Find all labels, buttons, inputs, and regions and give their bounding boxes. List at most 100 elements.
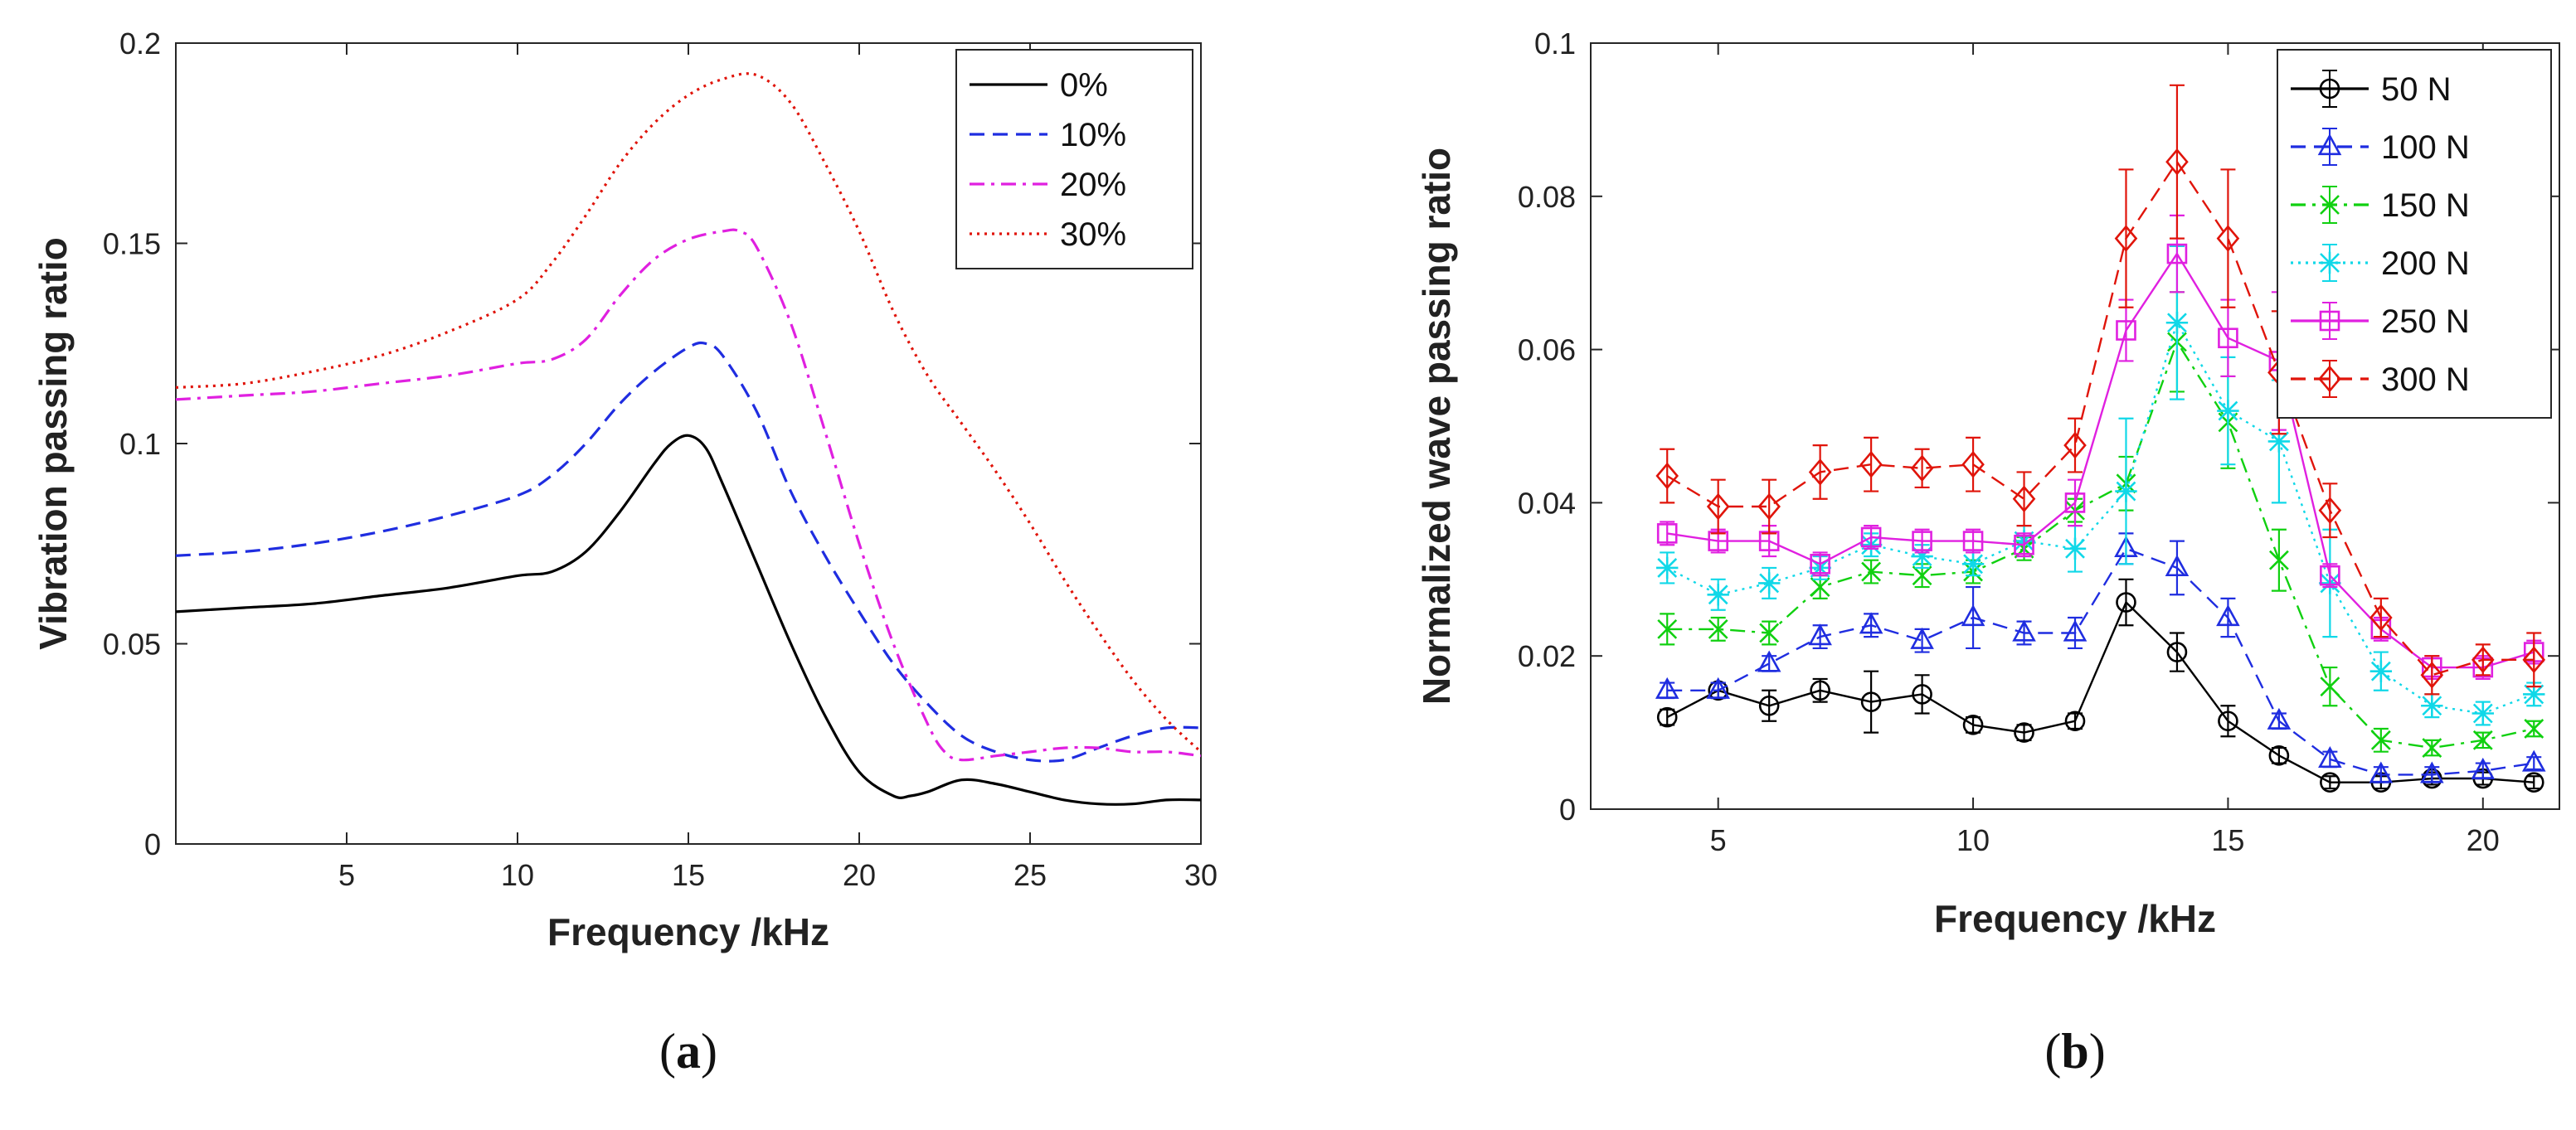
data-point: [1708, 618, 1728, 639]
data-point: [2318, 497, 2342, 524]
series-30-: [175, 72, 1203, 754]
data-point: [1656, 556, 1679, 580]
data-point: [1656, 706, 1678, 728]
y-axis-label: Normalized wave passing ratio: [1415, 148, 1458, 705]
data-point: [1912, 565, 1932, 586]
legend-errorbar: [2322, 302, 2337, 340]
data-point: [2524, 719, 2544, 739]
data-point: [1910, 627, 1934, 649]
error-bar: [1660, 521, 1675, 546]
error-bar: [2526, 632, 2542, 688]
y-tick-label: 0.15: [103, 227, 161, 261]
data-point: [1859, 450, 1883, 478]
error-bar: [1914, 674, 1930, 715]
data-point: [2218, 710, 2238, 732]
data-point: [1655, 462, 1679, 490]
data-point: [1962, 531, 1984, 551]
data-point: [2521, 749, 2546, 772]
series-line: [175, 434, 1202, 806]
data-point: [1860, 691, 1882, 712]
y-tick-label: 0: [144, 827, 161, 861]
data-point: [1706, 677, 1730, 699]
series-10-: [175, 341, 1202, 763]
legend-entry-label: 250 N: [2381, 303, 2470, 340]
data-point: [2472, 702, 2494, 725]
data-point: [1759, 623, 1780, 643]
data-point: [2320, 565, 2340, 586]
data-point: [2369, 604, 2393, 632]
x-tick-label: 25: [1013, 858, 1047, 892]
y-tick-label: 0.02: [1518, 639, 1576, 673]
data-point: [2012, 485, 2036, 513]
data-point: [2471, 757, 2496, 779]
panel-letter: a: [676, 1024, 701, 1079]
data-point: [1961, 450, 1985, 478]
data-point: [2014, 722, 2034, 743]
series-line: [175, 341, 1202, 763]
data-point: [2472, 730, 2493, 750]
data-point: [2064, 710, 2086, 732]
error-bar: [1762, 478, 1777, 535]
series-20-: [175, 228, 1202, 762]
data-point: [2165, 148, 2189, 176]
error-bar: [2169, 632, 2185, 672]
x-tick-label: 15: [2211, 823, 2244, 857]
error-bar: [2068, 712, 2083, 730]
error-bar: [1864, 670, 1879, 734]
data-point: [2523, 683, 2545, 706]
data-point: [2369, 660, 2393, 682]
data-point: [2063, 619, 2088, 642]
data-point: [2165, 555, 2190, 577]
error-bar: [2068, 478, 2083, 527]
data-point: [1757, 572, 1781, 594]
data-point: [2318, 746, 2342, 769]
data-point: [2218, 327, 2238, 349]
data-point: [2114, 225, 2138, 252]
error-bar: [1660, 708, 1675, 726]
legend-entry-label: 10%: [1060, 117, 1126, 153]
x-tick-label: 5: [1710, 823, 1727, 857]
data-point: [2320, 772, 2340, 793]
data-point: [2115, 480, 2137, 502]
data-point: [1656, 523, 1678, 544]
error-bar: [2118, 298, 2134, 362]
error-bar: [2526, 756, 2542, 771]
legend-entry-label: 0%: [1060, 67, 1108, 104]
series-100-n: [1655, 532, 2546, 783]
data-point: [1810, 577, 1830, 597]
y-tick-label: 0: [1559, 793, 1576, 827]
x-tick-label: 15: [672, 858, 705, 892]
error-bar: [2068, 417, 2083, 473]
error-bar: [2118, 578, 2134, 627]
error-bar: [1966, 436, 1981, 492]
error-bar: [2118, 168, 2134, 308]
error-bar: [1914, 528, 1930, 554]
data-point: [2216, 225, 2240, 252]
error-bar: [1812, 551, 1828, 577]
x-tick-label: 20: [2467, 823, 2500, 857]
data-point: [1961, 553, 1985, 575]
plot-frame: [1590, 42, 2560, 810]
legend-box: [2277, 49, 2552, 419]
y-tick-label: 0.04: [1518, 486, 1576, 520]
x-tick-label: 10: [1956, 823, 1990, 857]
series-line: [1667, 547, 2535, 776]
series-line: [1666, 161, 2535, 677]
y-tick-label: 0.1: [119, 427, 161, 461]
error-bar: [2169, 84, 2185, 240]
error-bar: [1660, 448, 1675, 504]
y-tick-label: 0.08: [1518, 180, 1576, 214]
series-line: [1666, 601, 2535, 783]
data-point: [2064, 492, 2086, 513]
y-tick-label: 0.05: [103, 628, 161, 662]
legend-entry-label: 50 N: [2381, 71, 2452, 108]
legend-errorbar: [2322, 186, 2337, 224]
error-bar: [1812, 677, 1828, 703]
legend-entry-label: 100 N: [2381, 129, 2470, 166]
data-point: [2166, 243, 2188, 264]
data-point: [1655, 677, 1679, 699]
data-point: [2421, 695, 2443, 717]
error-bar: [2526, 775, 2542, 790]
error-bar: [2169, 540, 2185, 596]
